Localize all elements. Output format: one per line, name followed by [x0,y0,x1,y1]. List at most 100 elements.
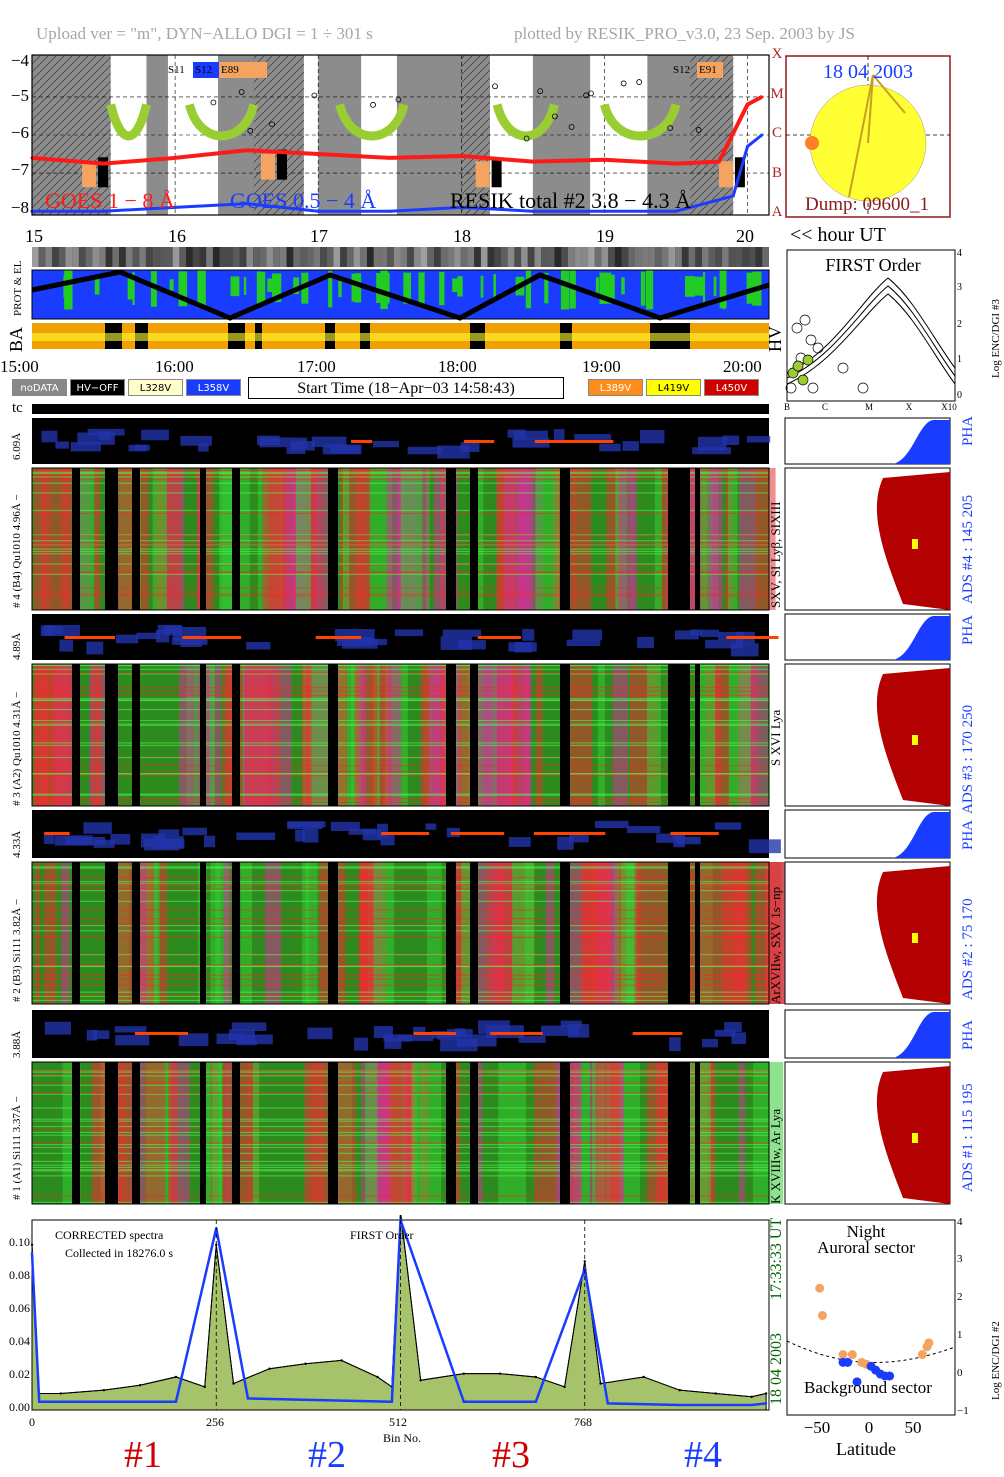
spectro-frame-2 [31,861,770,1005]
spectro-line [32,1152,769,1154]
spectro-band [728,664,751,806]
spectro-line [32,771,769,773]
pha-cell [259,437,294,448]
class-letter: A [772,204,783,220]
goes-point [674,162,678,166]
goes-point [173,205,177,209]
prot-cell [560,269,570,310]
pha-cell [413,1026,426,1035]
orbit-cell [293,247,300,267]
ads3-label: ADS #3 : 170 250 [960,704,976,814]
orbit-cell [648,247,656,267]
class-letter: B [772,165,782,181]
active-region-marker [805,136,819,150]
pha-cell [372,440,400,448]
fo-point-10 [802,354,814,366]
fo-y-tick: 4 [957,248,962,259]
spectrum-point [318,1398,322,1402]
prot-cell [383,272,390,304]
fo-point-8 [792,360,804,372]
spectro-band [765,862,785,1004]
orbit-cell [212,247,220,267]
channel-label-3: #3 [492,1434,530,1476]
spectrum-point [678,1388,681,1392]
spectro-gap [695,468,700,610]
pha-cell [356,638,388,646]
pha-cell [115,634,139,644]
pha-cell [637,636,654,649]
spectro-gap [200,862,206,1004]
spectro-line [32,482,769,484]
spectrum-point [563,1385,566,1389]
resik-open-circle [695,127,702,133]
spectro-band [37,664,49,806]
spectro-band [53,664,72,806]
spectro-line [32,923,769,925]
start-time-box: Start Time (18−Apr−03 14:58:43) [248,377,564,399]
prot-cell [722,269,726,310]
spectro-line [32,540,769,542]
pha-cell [440,636,472,650]
resik-open-circle [588,90,594,97]
spectrum-point [30,1251,34,1255]
spectro-line [32,668,769,670]
pha-cell [599,443,621,452]
pha-cell [236,832,276,840]
orbit-cell [105,247,113,267]
pha-cell [594,820,629,829]
goes-point [531,209,535,213]
spectrum-point [642,1375,645,1379]
spectrum-point [138,1384,142,1387]
orbit-cell [186,247,193,267]
spectrum-point [534,1400,538,1403]
prot-cell [693,276,704,296]
spectrum-series-1 [30,1219,767,1407]
spectro-gap [695,1062,700,1204]
prot-cell [338,275,342,298]
pha-cell [677,836,701,845]
spectro-line [32,794,769,796]
orbit-cell [253,247,260,267]
orbit-path [31,269,770,321]
lat-point-1 [885,1371,895,1381]
spectro-band [135,862,147,1004]
orbit-cell [152,247,160,267]
ads-marker-2 [912,933,918,943]
pha-cell [730,643,759,657]
spectro-line [32,764,769,767]
pha-cell [746,436,771,443]
orbit-cell [32,247,39,267]
pha-cell [302,828,319,843]
orbit-cell [588,247,595,267]
latitude-panel: Night Auroral sector Background sector 4… [786,1216,969,1459]
hvoff-box: HV−OFF [70,379,125,396]
class-letter: C [772,125,782,141]
spectro-line [32,883,769,885]
orbit-cell [112,247,120,267]
spectro-line [32,974,769,976]
pha-cell [178,1033,209,1047]
lat-point-1 [843,1357,853,1367]
prot-el-label: PROT & EL [12,260,24,316]
spectro-line [32,471,769,473]
spectro-line [32,563,769,565]
pha-cell [83,822,112,834]
pha-cell [425,823,437,830]
goes-y-tick: −6 [11,123,29,142]
prot-cell [569,270,576,309]
prot-cell [197,270,206,308]
pha-line [565,440,590,443]
spec-x-tick: 0 [29,1415,35,1429]
orbit-cell [547,247,555,267]
goes-x-tick: 19 [596,226,614,245]
spectro-gap [132,468,140,610]
spectro-line [32,876,769,879]
orbit-cell [447,247,455,267]
spectro-line [32,900,769,902]
spectro-gap [132,664,140,806]
spectro-line [32,1169,769,1171]
pha-cell [43,832,55,844]
pha-cell [86,641,104,655]
class-letter: X [772,46,783,62]
orange-fragment-3 [718,161,733,188]
